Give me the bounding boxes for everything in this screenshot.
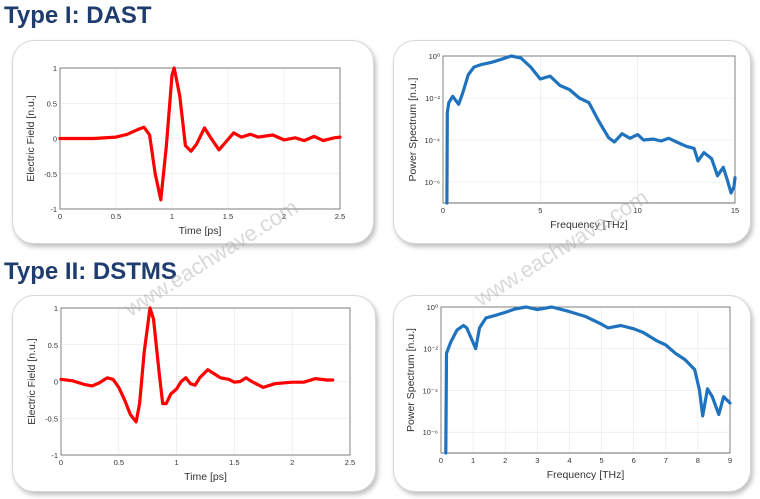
plot-frame: [440, 306, 731, 454]
x-axis-label: Frequency [THz]: [550, 219, 628, 231]
y-tick-label: -1: [50, 205, 57, 214]
x-tick-label: 2: [290, 458, 294, 467]
x-tick-label: 2: [282, 212, 286, 221]
x-tick-label: 2.5: [335, 212, 345, 221]
x-tick-label: 5: [538, 206, 542, 215]
y-tick-label: -0.5: [45, 414, 58, 423]
y-tick-label: 10⁻⁶: [425, 178, 440, 187]
chart-type1-time: 0 0.5 1 1.5 2 2.5 -1 -0.5 0 0.5 1 Time [ps] Electric…: [25, 64, 345, 237]
x-tick-label: 3: [535, 456, 539, 465]
chart-type1-spectrum: 0 5 10 15 10⁰ 10⁻² 10⁻⁴ 10⁻⁶ Frequency [THz] Powe…: [407, 52, 739, 231]
y-tick-label: -0.5: [44, 170, 57, 179]
x-tick-label: 7: [664, 456, 668, 465]
y-tick-label: 0: [53, 135, 57, 144]
x-tick-label: 10: [633, 206, 641, 215]
y-tick-label: 10⁻²: [425, 94, 440, 103]
series-line: [58, 66, 342, 202]
series-line: [445, 54, 737, 205]
x-tick-label: 0.5: [114, 458, 124, 467]
chart-type2-spectrum: 0 1 2 3 4 5 6 7 8 9 10⁰ 10⁻² 10⁻⁴ 10⁻⁶ Frequency [THz]…: [405, 303, 732, 481]
chart-type2-time: 0 0.5 1 1.5 2 2.5 -1 -0.5 0 0.5 1 Time [ps] Electric…: [26, 304, 355, 483]
x-tick-label: 1.5: [223, 212, 233, 221]
y-tick-label: 10⁻⁴: [422, 386, 438, 395]
y-tick-label: 10⁻⁴: [424, 136, 440, 145]
x-tick-label: 15: [731, 206, 739, 215]
y-tick-label: 10⁰: [427, 303, 438, 312]
plot-area: [442, 55, 736, 204]
x-tick-label: 4: [567, 456, 571, 465]
y-axis-label: Power Spectrum [n.u.]: [405, 328, 417, 432]
x-tick-label: 2: [503, 456, 507, 465]
y-tick-label: 1: [54, 304, 58, 313]
y-tick-label: 0: [54, 378, 58, 387]
title-type-2: Type II: DSTMS: [4, 258, 177, 285]
x-tick-label: 0: [439, 456, 443, 465]
x-tick-label: 1: [175, 458, 179, 467]
x-tick-label: 0: [58, 212, 62, 221]
y-tick-label: -1: [51, 451, 58, 460]
y-axis-label: Electric Field [n.u.]: [26, 338, 38, 424]
series-line: [444, 305, 732, 455]
plot-frame: [442, 55, 736, 204]
y-axis-label: Power Spectrum [n.u.]: [407, 77, 419, 181]
x-axis-label: Time [ps]: [184, 471, 227, 483]
y-tick-label: 10⁻⁶: [423, 428, 438, 437]
y-tick-label: 0.5: [48, 341, 58, 350]
y-tick-label: 0.5: [47, 99, 57, 108]
plot-area: [440, 306, 731, 454]
y-tick-label: 1: [53, 64, 57, 73]
x-tick-label: 8: [696, 456, 700, 465]
x-tick-label: 9: [728, 456, 732, 465]
x-tick-label: 0.5: [111, 212, 121, 221]
plot-frame: [60, 307, 351, 456]
y-tick-label: 10⁻²: [423, 345, 438, 354]
x-tick-label: 1: [170, 212, 174, 221]
x-tick-label: 0: [441, 206, 445, 215]
series-line: [59, 306, 335, 424]
x-tick-label: 0: [59, 458, 63, 467]
x-axis-label: Frequency [THz]: [547, 469, 625, 481]
y-tick-label: 10⁰: [429, 52, 440, 61]
x-tick-label: 6: [632, 456, 636, 465]
x-tick-label: 1: [471, 456, 475, 465]
y-axis-label: Electric Field [n.u.]: [25, 95, 37, 181]
x-tick-label: 5: [599, 456, 603, 465]
title-type-1: Type I: DAST: [4, 2, 152, 29]
x-tick-label: 2.5: [345, 458, 355, 467]
x-axis-label: Time [ps]: [179, 225, 222, 237]
x-tick-label: 1.5: [229, 458, 239, 467]
